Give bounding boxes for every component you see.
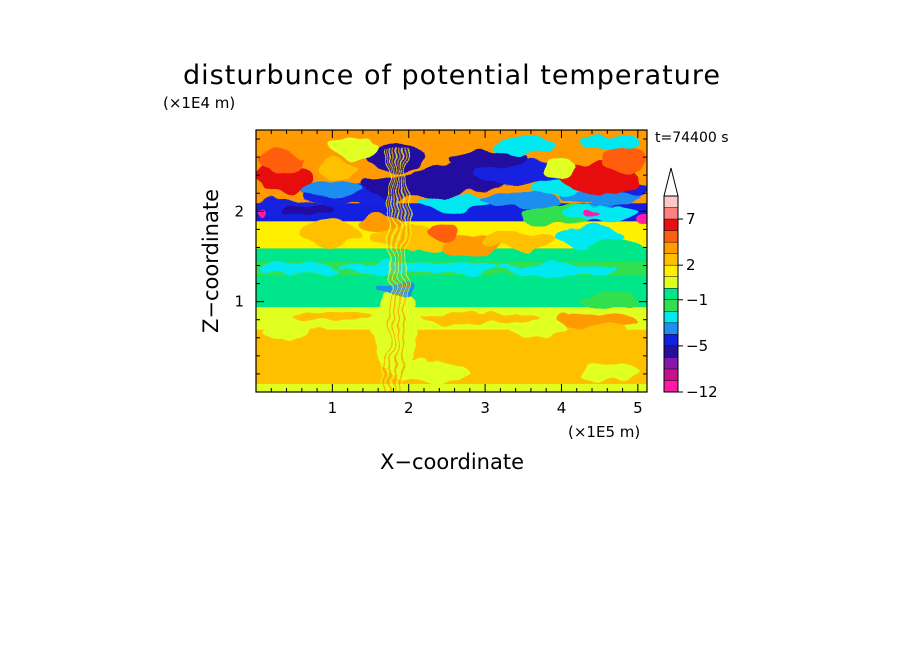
colorbar-tick-label: 7 <box>686 210 696 228</box>
field-patch-13 <box>580 294 640 306</box>
x-axis-ticks: 1 2 3 4 5 <box>270 130 643 417</box>
field-patch-40 <box>415 196 495 212</box>
field-patch-51 <box>495 136 555 156</box>
colorbar-swatch <box>664 345 678 358</box>
y-axis-label: Z−coordinate <box>199 189 223 333</box>
x-tick-label: 1 <box>328 399 338 417</box>
x-unit-label: (×1E5 m) <box>568 423 640 441</box>
field-patch-7 <box>582 362 638 382</box>
colorbar-swatch <box>664 368 678 381</box>
field-patch-5 <box>510 318 570 338</box>
field-patch-25 <box>429 224 461 240</box>
field-plume-line-7 <box>398 149 407 392</box>
x-tick-label: 4 <box>557 399 567 417</box>
colorbar-swatch <box>664 334 678 346</box>
field-plume-line-6 <box>396 149 404 392</box>
field-plume-line-5 <box>394 149 402 392</box>
colorbar-swatch <box>664 299 678 312</box>
field-plume-line-2 <box>387 149 395 392</box>
field-patch-30 <box>285 205 335 215</box>
colorbar-swatch <box>664 253 678 266</box>
colorbar-swatch <box>664 288 678 300</box>
colorbar-swatch <box>664 357 678 369</box>
colorbar-extend-arrow <box>663 167 679 197</box>
colorbar-ticks: 7 2 −1 −5 −12 <box>678 210 718 401</box>
x-axis-label: X−coordinate <box>380 450 524 474</box>
field-patch-6 <box>263 320 307 340</box>
field-patch-12 <box>410 278 590 294</box>
time-label: t=74400 s <box>655 130 729 146</box>
colorbar-tick-label: −1 <box>686 291 708 309</box>
colorbar-swatch <box>664 322 678 335</box>
field-patch-41 <box>480 192 560 208</box>
colorbar-swatch <box>664 242 678 254</box>
field-patch-45 <box>291 140 339 160</box>
field-patch-24 <box>585 240 645 260</box>
y-axis-ticks: 12 <box>234 138 647 375</box>
y-tick-label: 2 <box>234 202 244 220</box>
field-plume-line-0 <box>382 149 391 392</box>
colorbar-swatch <box>664 276 678 289</box>
chart-title: disturbunce of potential temperature <box>183 60 721 91</box>
field-patch-47 <box>603 146 647 174</box>
field-patch-3 <box>373 290 417 370</box>
field-plume-line-8 <box>401 149 409 392</box>
field-patch-15 <box>260 264 340 276</box>
field-band-0 <box>256 381 647 392</box>
colorbar-swatch <box>664 265 678 277</box>
field-patch-56 <box>637 217 647 227</box>
y-tick-label: 1 <box>234 293 244 311</box>
x-tick-label: 3 <box>480 399 490 417</box>
field-patch-22 <box>484 231 556 249</box>
field-patch-19 <box>300 220 360 244</box>
colorbar-swatch <box>664 219 678 231</box>
field-patch-39 <box>300 182 360 198</box>
colorbar-swatch <box>664 207 678 220</box>
colorbar-frame <box>663 195 679 393</box>
field-patch-49 <box>580 134 640 150</box>
colorbar-tick-label: −12 <box>686 383 718 401</box>
x-tick-label: 2 <box>404 399 414 417</box>
field-patch-18 <box>377 284 413 296</box>
colorbar-tick-label: 2 <box>686 256 696 274</box>
field-plume-line-4 <box>391 149 400 392</box>
field-patch-54 <box>582 208 598 216</box>
field-patch-44 <box>258 148 302 172</box>
field-patch-53 <box>544 158 576 178</box>
field-patch-50 <box>330 138 380 158</box>
field-patch-4 <box>390 360 470 384</box>
colorbar-swatch <box>664 380 678 392</box>
colorbar-swatch <box>664 196 678 208</box>
colorbar <box>663 167 679 393</box>
field-patch-38 <box>450 150 530 170</box>
field-patch-11 <box>260 276 400 294</box>
field-patch-16 <box>340 262 500 274</box>
field-patch-8 <box>290 310 370 320</box>
field-patch-10 <box>560 314 640 326</box>
y-unit-label: (×1E4 m) <box>163 94 235 112</box>
field-patch-52 <box>322 160 358 180</box>
x-tick-label: 5 <box>633 399 643 417</box>
field-patch-55 <box>256 210 268 218</box>
field-details <box>256 134 647 392</box>
colorbar-tick-label: −5 <box>686 337 708 355</box>
plot-frame <box>255 129 648 393</box>
field-plume-line-1 <box>385 149 393 392</box>
field-plume-line-3 <box>389 149 398 392</box>
field-patch-28 <box>560 204 640 220</box>
field-patch-17 <box>500 264 620 276</box>
colorbar-swatch <box>664 311 678 323</box>
field-patch-48 <box>555 142 595 162</box>
colorbar-swatch <box>664 230 678 243</box>
field-patch-9 <box>420 313 540 323</box>
contour-field <box>256 130 647 392</box>
field-band-5 <box>256 246 647 262</box>
